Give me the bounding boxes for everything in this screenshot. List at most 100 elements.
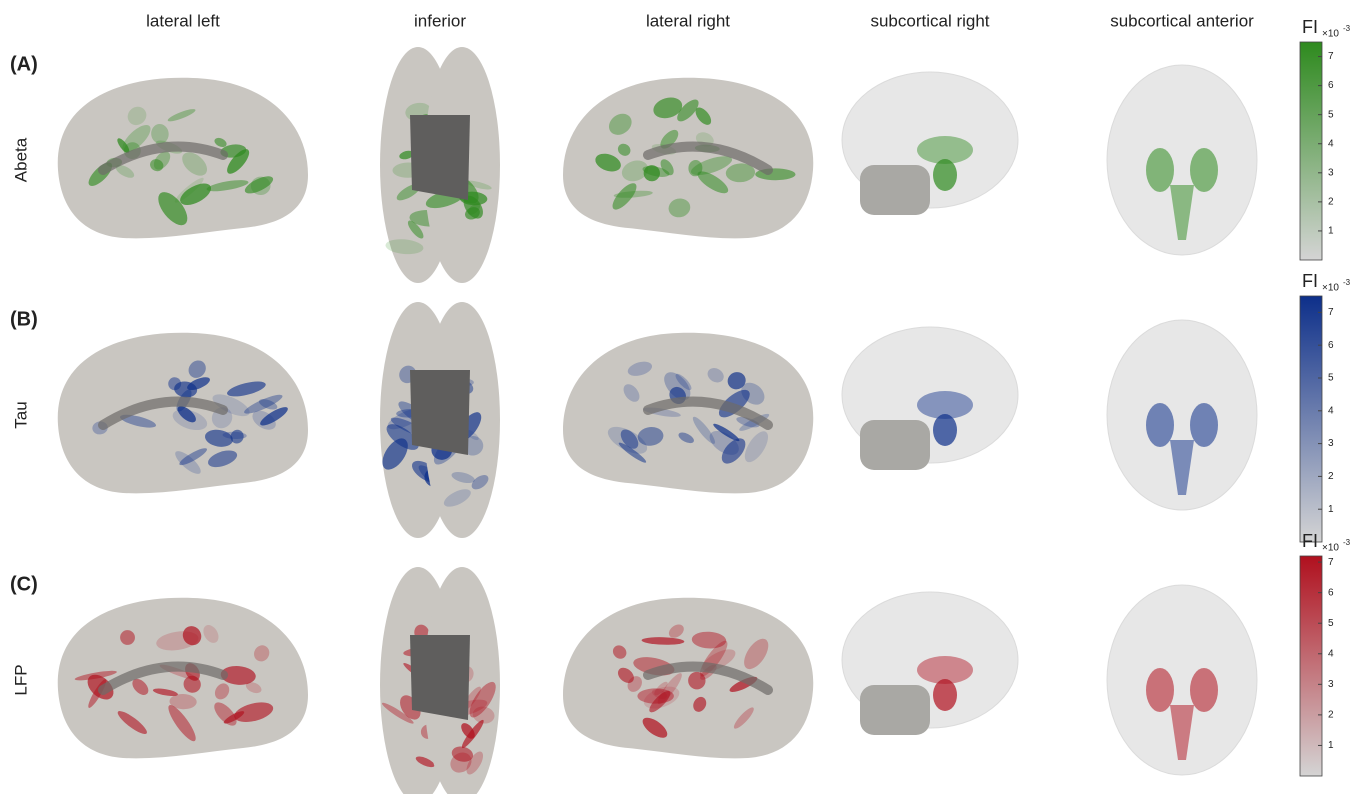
- column-header: lateral left: [146, 11, 220, 30]
- region-patch: [688, 671, 706, 690]
- hemisphere: [57, 77, 308, 239]
- subcortical-right: [841, 71, 1019, 215]
- colorbar-tick-label: 6: [1328, 587, 1334, 598]
- subcortical-right: [841, 326, 1019, 470]
- colorbar-tick-label: 7: [1328, 557, 1334, 568]
- region-patch: [120, 414, 157, 428]
- glass-brain: [1106, 64, 1258, 256]
- region-patch: [188, 360, 206, 378]
- region-patch: [461, 723, 475, 739]
- glass-brain: [1106, 319, 1258, 511]
- region-patch: [697, 171, 729, 194]
- panel-label: (A): [10, 53, 38, 75]
- sulcus: [643, 141, 773, 175]
- colorbar-tick-label: 1: [1328, 504, 1334, 515]
- region-patch: [736, 416, 760, 428]
- region-patch: [385, 239, 424, 255]
- region-patch: [617, 143, 631, 156]
- region-patch: [214, 137, 227, 148]
- structure: [933, 159, 957, 191]
- row-label: LFP: [11, 664, 30, 695]
- region-patch: [637, 688, 674, 704]
- region-patch: [120, 630, 135, 645]
- region-patch: [469, 681, 496, 718]
- region-patch: [451, 746, 474, 762]
- region-patch: [167, 109, 196, 122]
- region-patch: [466, 751, 484, 775]
- midline: [410, 635, 470, 720]
- region-patch: [641, 637, 685, 645]
- colorbar-tick-label: 2: [1328, 471, 1334, 482]
- region-patch: [627, 361, 653, 376]
- region-patch: [227, 381, 266, 397]
- sulcus: [643, 396, 773, 430]
- region-patch: [651, 688, 667, 699]
- region-patch: [721, 438, 746, 464]
- colorbar-tick-label: 7: [1328, 51, 1334, 62]
- region-patch: [744, 431, 769, 463]
- region-patch: [182, 152, 208, 176]
- brain-lateral: [57, 77, 308, 239]
- region-patch: [677, 99, 699, 122]
- region-patch: [733, 707, 754, 729]
- colorbar-tick-label: 7: [1328, 307, 1334, 318]
- region-patch: [169, 694, 197, 710]
- region-patch: [230, 429, 244, 444]
- colorbar-tick-label: 2: [1328, 710, 1334, 721]
- subcortical-anterior: [1106, 584, 1258, 776]
- region-patch: [621, 160, 649, 182]
- colorbar-tick-label: 4: [1328, 405, 1334, 416]
- region-patch: [692, 416, 716, 444]
- structure: [933, 679, 957, 711]
- region-patch: [741, 382, 765, 405]
- region-patch: [727, 372, 746, 390]
- region-patch: [407, 220, 424, 239]
- region-patch: [707, 367, 724, 383]
- region-patch: [725, 163, 756, 183]
- region-patch: [117, 711, 147, 735]
- structure: [1190, 403, 1218, 447]
- region-patch: [132, 678, 149, 695]
- colorbar-power: -3: [1343, 538, 1351, 547]
- colorbar: [1299, 555, 1323, 777]
- region-patch: [620, 429, 639, 449]
- region-patch: [654, 681, 668, 696]
- region-patch: [244, 394, 283, 414]
- region-patch: [399, 150, 414, 160]
- region-patch: [227, 149, 250, 174]
- region-patch: [608, 113, 632, 135]
- region-patch: [127, 106, 147, 126]
- column-header: inferior: [414, 11, 466, 30]
- sulcus: [98, 396, 228, 430]
- brain-inferior: [380, 302, 500, 538]
- structure: [1146, 148, 1174, 192]
- region-patch: [637, 426, 664, 446]
- region-patch: [744, 638, 769, 670]
- region-patch: [660, 159, 674, 176]
- colorbar-title: FI: [1302, 531, 1318, 551]
- region-patch: [182, 626, 202, 646]
- region-patch: [175, 451, 201, 474]
- colorbar: [1299, 41, 1323, 261]
- region-patch: [117, 138, 130, 153]
- region-patch: [234, 702, 274, 723]
- brain-lateral: [563, 597, 814, 759]
- structure: [917, 656, 973, 684]
- colorbar-exponent: ×10: [1322, 283, 1339, 294]
- region-patch: [220, 665, 256, 685]
- region-patch: [595, 153, 621, 172]
- region-patch: [451, 472, 475, 484]
- brainstem: [1170, 185, 1194, 240]
- colorbar-tick-label: 2: [1328, 197, 1334, 208]
- region-patch: [471, 475, 489, 490]
- region-patch: [254, 645, 270, 662]
- region-patch: [612, 645, 627, 659]
- region-patch: [617, 667, 634, 683]
- colorbar-power: -3: [1343, 24, 1351, 33]
- region-patch: [653, 97, 683, 119]
- region-patch: [678, 432, 694, 444]
- midline: [410, 370, 470, 455]
- cerebellum: [860, 685, 930, 735]
- region-patch: [122, 124, 151, 153]
